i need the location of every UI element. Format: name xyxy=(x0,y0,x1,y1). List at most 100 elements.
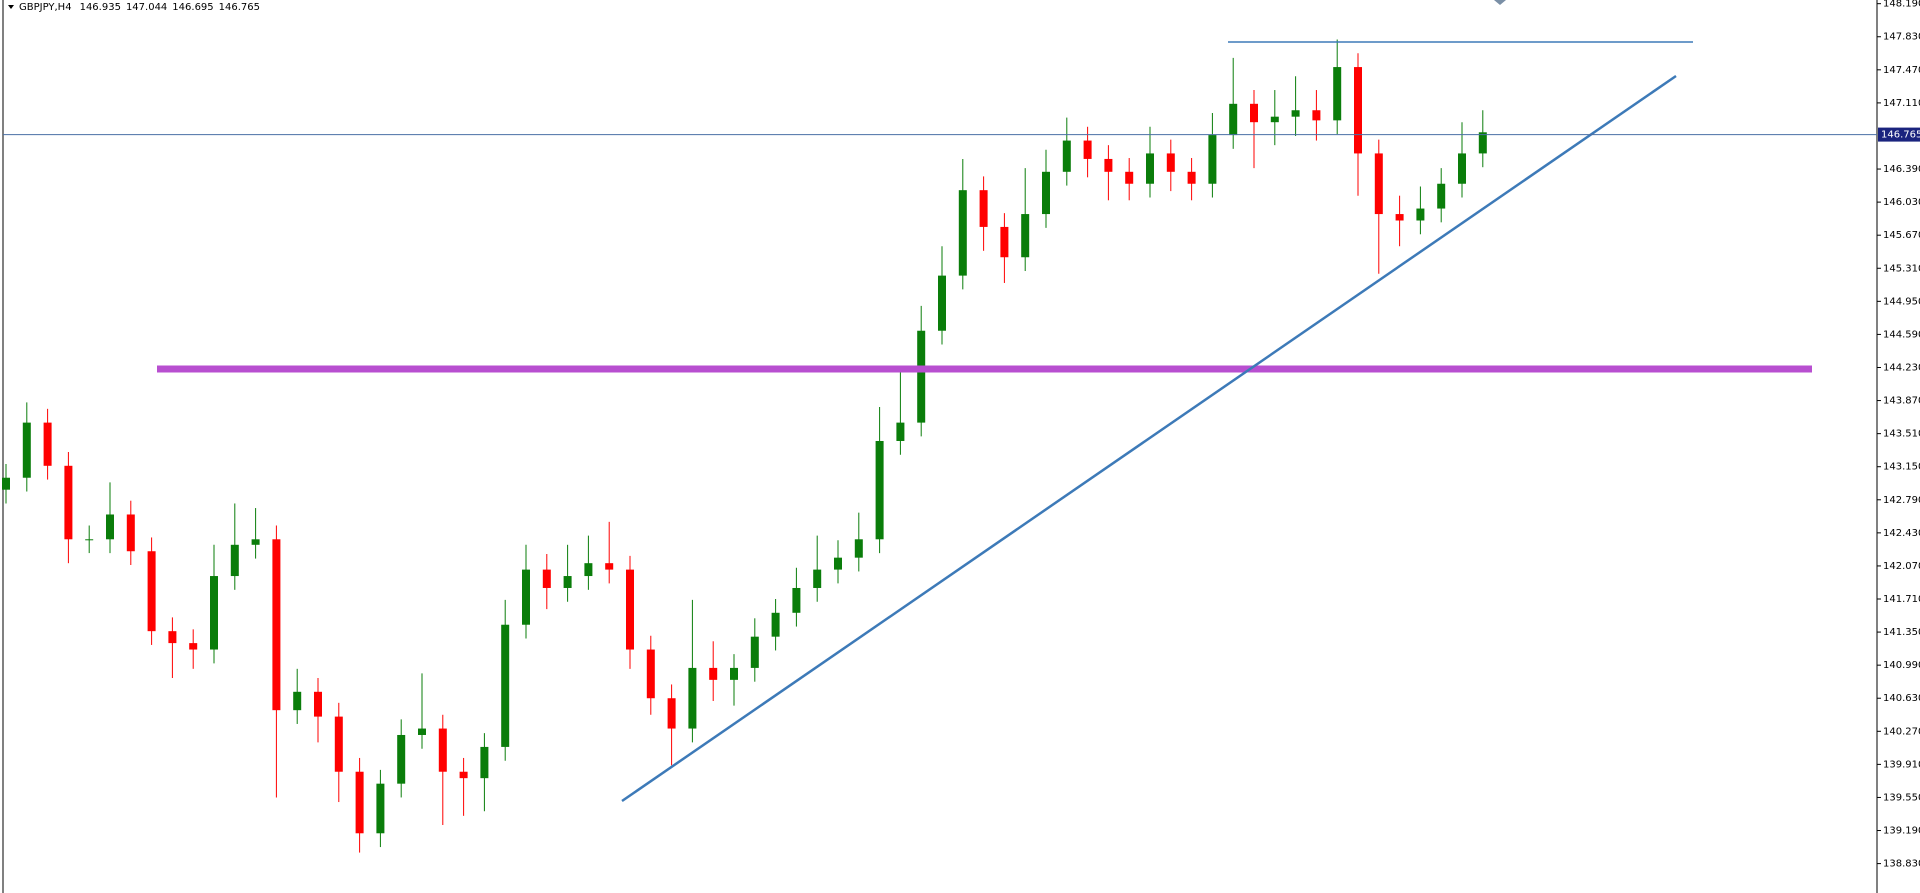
candle-body xyxy=(1021,214,1030,258)
candle-body xyxy=(1437,183,1446,209)
candle-body xyxy=(646,649,655,699)
candle-body xyxy=(147,551,156,632)
candle-body xyxy=(667,698,676,729)
y-tick-label: 139.550 xyxy=(1883,792,1920,803)
y-tick-label: 138.830 xyxy=(1883,859,1920,870)
candle-body xyxy=(1166,153,1175,172)
candle-body xyxy=(126,514,135,552)
candle-body xyxy=(2,477,10,490)
y-tick-label: 144.230 xyxy=(1883,362,1920,373)
marker xyxy=(1494,0,1506,5)
last-price-box xyxy=(1878,127,1920,142)
candle-body xyxy=(563,576,572,588)
candle-body xyxy=(1229,103,1238,136)
candle-body xyxy=(168,631,177,644)
candle-body xyxy=(1042,171,1050,215)
header-low: 146.695 xyxy=(172,2,213,13)
candle-body xyxy=(1354,67,1362,154)
candle-body xyxy=(501,624,510,747)
candle-body xyxy=(1146,153,1154,184)
candle-body xyxy=(418,728,426,735)
candle-body xyxy=(106,514,114,540)
candle-body xyxy=(1374,153,1383,215)
candle-body xyxy=(293,691,302,711)
candle-body xyxy=(750,636,759,668)
candle-body xyxy=(709,667,718,680)
candle-body xyxy=(917,330,926,423)
candle-body xyxy=(1270,116,1279,123)
y-tick-label: 140.630 xyxy=(1883,693,1920,704)
candle-body xyxy=(376,783,385,834)
candle-body xyxy=(1062,140,1071,172)
candle-body xyxy=(584,563,593,577)
y-tick-label: 146.030 xyxy=(1883,197,1920,208)
candle-body xyxy=(542,569,551,588)
symbol: GBPJPY,H4 xyxy=(19,2,72,13)
y-tick-label: 143.510 xyxy=(1883,429,1920,440)
candle-body xyxy=(730,667,738,680)
candle-body xyxy=(1291,110,1300,117)
y-tick-label: 143.150 xyxy=(1883,462,1920,473)
candle-body xyxy=(355,771,364,834)
candle-body xyxy=(230,544,239,577)
candle-body xyxy=(1125,171,1134,184)
candle-body xyxy=(979,190,988,227)
candle-body xyxy=(334,716,343,772)
candle-body xyxy=(1000,226,1009,258)
candle-body xyxy=(813,569,822,588)
candle-body xyxy=(210,576,218,650)
y-tick-label: 147.470 xyxy=(1883,65,1920,76)
candle-body xyxy=(626,569,634,650)
candle-body xyxy=(64,465,73,540)
y-tick-label: 148.190 xyxy=(1883,0,1920,10)
candle-body xyxy=(1250,103,1258,123)
candle-body xyxy=(272,539,281,711)
candle-body xyxy=(854,539,863,558)
candle-body xyxy=(834,557,842,570)
y-tick-label: 142.070 xyxy=(1883,561,1920,572)
candle-body xyxy=(480,746,489,779)
candle-body xyxy=(1416,208,1425,221)
y-tick-label: 147.830 xyxy=(1883,32,1920,43)
candle-body xyxy=(397,734,406,784)
y-tick-label: 140.990 xyxy=(1883,660,1920,671)
y-tick-label: 139.190 xyxy=(1883,826,1920,837)
trend-line xyxy=(621,74,1677,803)
y-tick-label: 140.270 xyxy=(1883,726,1920,737)
candle-body xyxy=(251,539,260,545)
y-tick-label: 146.390 xyxy=(1883,164,1920,175)
y-tick-label: 145.310 xyxy=(1883,263,1920,274)
candle-body xyxy=(1458,153,1466,184)
candle-body xyxy=(896,422,905,441)
plot-area xyxy=(2,39,1487,853)
header-open: 146.935 xyxy=(80,2,121,13)
y-tick-label: 141.350 xyxy=(1883,627,1920,638)
y-tick-label: 142.790 xyxy=(1883,495,1920,506)
candle-body xyxy=(314,691,322,717)
candle-body xyxy=(1083,140,1092,159)
candle-body xyxy=(459,771,468,779)
y-tick-label: 142.430 xyxy=(1883,528,1920,539)
candle-body xyxy=(1312,110,1321,121)
candle-body xyxy=(438,728,447,772)
candle-body xyxy=(1208,135,1217,184)
last-price-label: 146.765 xyxy=(1881,130,1920,141)
y-tick-label: 145.670 xyxy=(1883,230,1920,241)
candle-body xyxy=(792,587,801,613)
candle-body xyxy=(1395,214,1404,221)
candle-body xyxy=(1478,132,1487,154)
candle-body xyxy=(938,275,946,331)
candle-body xyxy=(688,667,697,729)
header-text: GBPJPY,H4 146.935 147.044 146.695 146.765 xyxy=(19,2,260,13)
header-high: 147.044 xyxy=(126,2,167,13)
header-arrow xyxy=(8,5,14,9)
candle-body xyxy=(771,612,780,637)
y-tick-label: 141.710 xyxy=(1883,594,1920,605)
candle-body xyxy=(1333,67,1342,121)
y-tick-label: 144.590 xyxy=(1883,329,1920,340)
y-tick-label: 147.110 xyxy=(1883,98,1920,109)
candle-body xyxy=(43,422,52,466)
chart-header: GBPJPY,H4 146.935 147.044 146.695 146.765 xyxy=(8,2,260,13)
